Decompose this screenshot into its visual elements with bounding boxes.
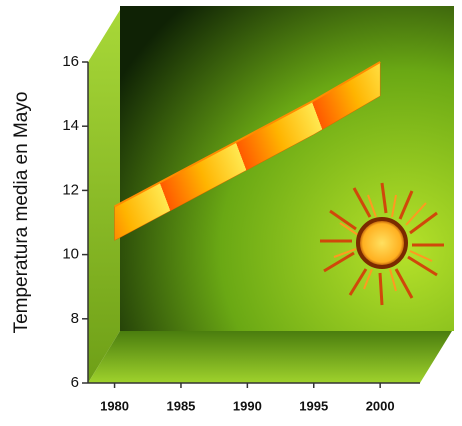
back-wall <box>120 6 454 331</box>
sun-decoration <box>320 182 444 306</box>
y-tick-label: 14 <box>62 117 79 134</box>
y-tick-label: 10 <box>62 246 79 263</box>
x-tick-label: 1980 <box>100 398 129 413</box>
left-wall <box>88 10 120 383</box>
floor <box>88 331 452 383</box>
line <box>114 61 381 208</box>
x-tick-label: 1990 <box>233 398 262 413</box>
plot-box <box>87 6 454 384</box>
y-axis-label: Temperatura media en Mayo <box>11 92 32 334</box>
y-tick-label: 6 <box>71 374 79 391</box>
x-tick-label: 1985 <box>166 398 195 413</box>
x-tick-label: 1995 <box>299 398 328 413</box>
x-tick-label: 2000 <box>366 398 395 413</box>
y-tick-label: 12 <box>62 181 79 198</box>
y-tick-label: 8 <box>71 310 79 327</box>
y-tick-label: 16 <box>62 53 79 70</box>
